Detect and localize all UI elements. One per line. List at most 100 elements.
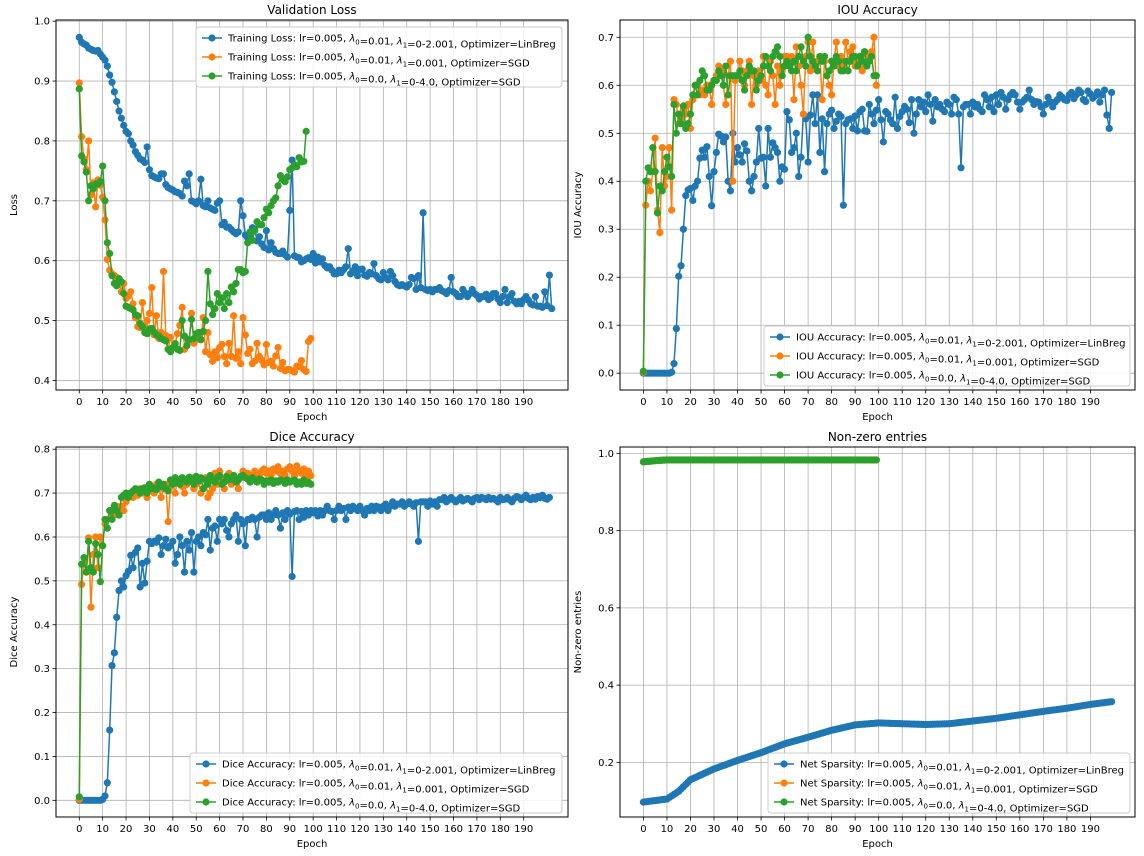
data-point [684,120,692,128]
legend-entry: Training Loss: lr=0.005, λ0=0.0, λ1=0-4.… [202,72,521,89]
chart-title: Dice Accuracy [269,430,354,444]
legend-marker [780,760,788,768]
data-point [101,56,109,64]
data-point [269,362,278,370]
y-tick-label: 0.6 [34,256,50,267]
data-point [389,272,397,280]
data-point [237,360,245,368]
x-tick-label: 10 [96,397,109,408]
x-tick-label: 120 [916,824,935,835]
data-point [120,507,128,515]
data-point [912,110,920,118]
data-point [384,276,392,284]
data-point [908,96,916,104]
data-point [223,290,231,298]
data-point [96,578,104,586]
chart-title: Non-zero entries [828,430,927,444]
data-point [764,91,772,99]
data-point [204,515,212,524]
data-point [159,170,168,178]
data-point [839,201,847,209]
data-point [115,511,123,519]
y-tick-label: 0.4 [34,620,50,631]
data-point [717,72,725,80]
x-tick-label: 90 [283,824,296,835]
data-point [232,354,240,362]
data-point [828,106,836,114]
data-point [672,324,680,333]
data-point [120,583,128,591]
data-point [679,225,688,233]
x-tick-label: 60 [778,397,791,408]
data-point [813,91,822,99]
data-point [870,120,878,128]
data-point [740,86,749,94]
data-point [89,568,97,576]
data-point [251,357,259,365]
data-point [138,322,147,331]
y-tick-label: 0.4 [34,376,50,387]
y-tick-label: 0.6 [598,603,614,614]
data-point [241,267,249,276]
data-point [548,304,556,313]
data-point [783,108,791,116]
y-tick-label: 0.3 [34,664,50,675]
data-point [185,170,193,178]
data-point [675,110,683,118]
data-point [85,537,93,545]
data-point [302,127,310,135]
y-tick-label: 0.8 [598,526,614,537]
data-point [213,354,221,362]
x-tick-label: 90 [849,397,862,408]
data-point [92,203,100,211]
data-point [223,360,231,368]
data-point [844,67,852,75]
legend-entry: Dice Accuracy: lr=0.005, λ0=0.0, λ1=0-4.… [196,798,521,815]
data-point [891,93,899,101]
legend: Net Sparsity: lr=0.005, λ0=0.01, λ1=0-2.… [767,752,1131,815]
data-point [234,485,242,493]
data-point [218,340,226,349]
data-point [260,213,268,222]
data-point [811,120,819,128]
data-point [778,72,786,80]
data-point [143,316,151,325]
data-point [361,511,369,519]
legend-entry: Training Loss: lr=0.005, λ0=0.01, λ1=0-2… [202,34,556,51]
data-point [82,168,90,176]
data-point [773,62,782,70]
data-point [447,273,455,282]
data-point [106,249,114,258]
data-point [736,67,744,75]
data-point [101,792,109,800]
data-point [924,91,932,99]
data-point [825,67,833,75]
x-tick-label: 20 [684,824,697,835]
data-point [106,726,114,734]
data-point [905,119,913,127]
data-point [710,168,718,176]
data-point [879,138,887,146]
x-tick-label: 100 [304,397,323,408]
data-point [344,245,352,253]
chart-2: 0 10 20 30 40 50 60 70 80 90 100 110 120 130 140 150 160… [573,3,1136,423]
x-tick-label: 120 [350,397,369,408]
data-point [1011,91,1019,99]
data-point [541,288,549,296]
data-point [283,173,292,181]
data-point [858,105,866,113]
data-point [307,334,315,343]
x-tick-label: 30 [708,824,721,835]
y-axis-label: IOU Accuracy [573,171,584,238]
chart-1: 0 10 20 30 40 50 60 70 80 90 100 110 120 130 140 150 160… [9,3,569,423]
data-point [545,493,554,502]
data-point [115,107,123,115]
y-tick-label: 0.7 [598,33,614,44]
data-point [1002,105,1010,113]
data-point [99,542,107,550]
data-point [835,57,843,65]
data-point [234,537,242,545]
data-point [665,144,673,152]
legend-marker [208,72,216,80]
x-tick-label: 170 [1034,824,1053,835]
